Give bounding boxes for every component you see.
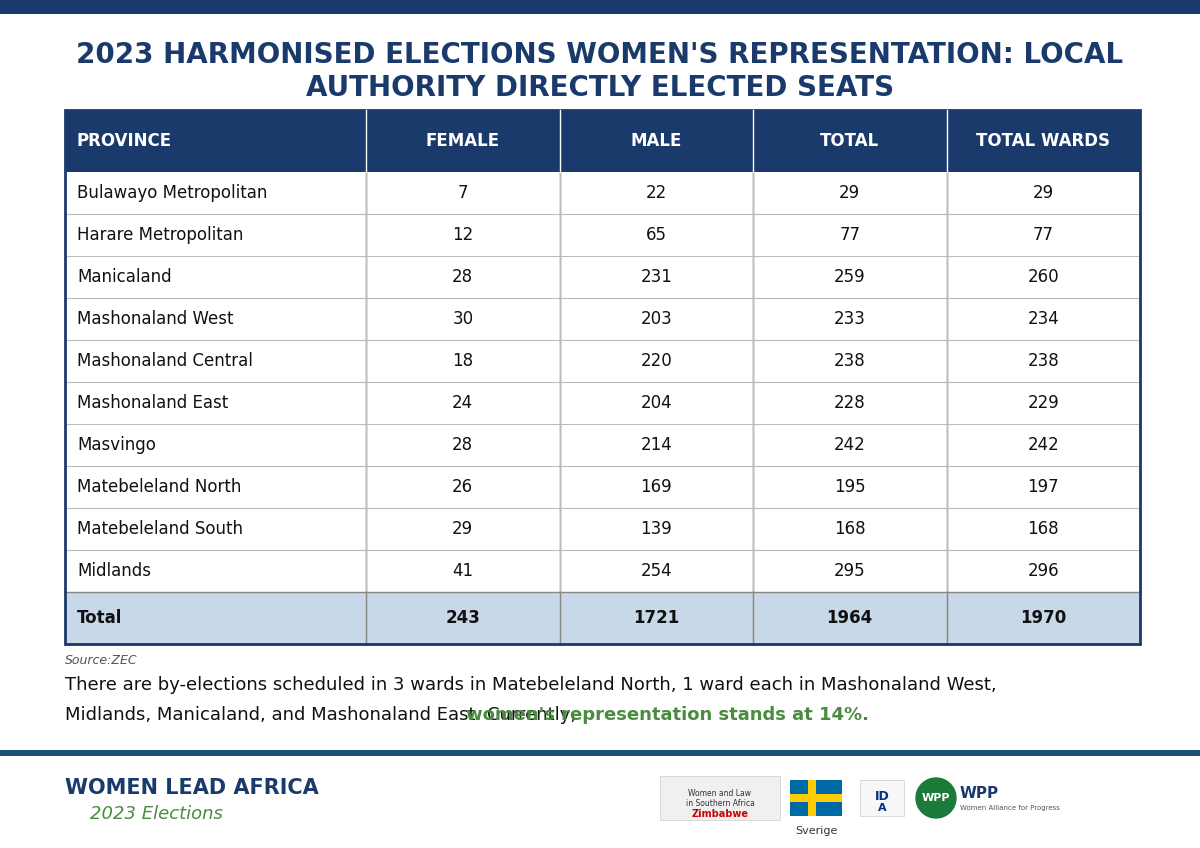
Text: 22: 22: [646, 184, 667, 202]
Bar: [65, 508, 1140, 550]
Text: ID: ID: [875, 789, 889, 802]
Text: Mashonaland Central: Mashonaland Central: [77, 352, 253, 370]
Text: Harare Metropolitan: Harare Metropolitan: [77, 226, 244, 244]
Text: 204: 204: [641, 394, 672, 412]
Bar: [65, 298, 1140, 340]
Text: 2023 Elections: 2023 Elections: [90, 805, 223, 823]
Bar: [65, 110, 1140, 644]
Text: 65: 65: [646, 226, 667, 244]
Text: WPP: WPP: [960, 786, 1000, 801]
Text: 233: 233: [834, 310, 865, 328]
Text: WPP: WPP: [922, 793, 950, 803]
Text: 229: 229: [1027, 394, 1060, 412]
Text: 220: 220: [641, 352, 672, 370]
Circle shape: [916, 778, 956, 818]
Text: 231: 231: [641, 268, 672, 286]
Text: 242: 242: [834, 436, 865, 454]
Bar: [65, 424, 1140, 466]
Text: women's representation stands at 14%.: women's representation stands at 14%.: [467, 706, 870, 724]
Bar: [65, 592, 1140, 644]
Text: AUTHORITY DIRECTLY ELECTED SEATS: AUTHORITY DIRECTLY ELECTED SEATS: [306, 74, 894, 102]
Text: Manicaland: Manicaland: [77, 268, 172, 286]
Text: Mashonaland West: Mashonaland West: [77, 310, 234, 328]
Text: WOMEN LEAD AFRICA: WOMEN LEAD AFRICA: [65, 778, 319, 798]
Text: 12: 12: [452, 226, 473, 244]
Text: 41: 41: [452, 562, 473, 580]
Text: 296: 296: [1027, 562, 1060, 580]
Text: 77: 77: [1033, 226, 1054, 244]
Text: 7: 7: [457, 184, 468, 202]
Text: Source:ZEC: Source:ZEC: [65, 654, 138, 667]
Text: 168: 168: [1027, 520, 1060, 538]
Text: FEMALE: FEMALE: [426, 132, 500, 150]
Text: 234: 234: [1027, 310, 1060, 328]
Text: 197: 197: [1027, 478, 1060, 496]
Text: 1970: 1970: [1020, 609, 1067, 627]
Text: 2023 HARMONISED ELECTIONS WOMEN'S REPRESENTATION: LOCAL: 2023 HARMONISED ELECTIONS WOMEN'S REPRES…: [77, 41, 1123, 69]
Bar: [65, 110, 1140, 172]
Text: 254: 254: [641, 562, 672, 580]
Text: 1964: 1964: [827, 609, 872, 627]
Text: 242: 242: [1027, 436, 1060, 454]
Bar: [65, 172, 1140, 214]
Text: 30: 30: [452, 310, 473, 328]
Text: 295: 295: [834, 562, 865, 580]
Bar: [0, 750, 1200, 756]
Text: Masvingo: Masvingo: [77, 436, 156, 454]
Text: There are by-elections scheduled in 3 wards in Matebeleland North, 1 ward each i: There are by-elections scheduled in 3 wa…: [65, 676, 997, 694]
Text: TOTAL: TOTAL: [820, 132, 880, 150]
Text: 214: 214: [641, 436, 672, 454]
Text: 238: 238: [1027, 352, 1060, 370]
Text: 195: 195: [834, 478, 865, 496]
Bar: [65, 256, 1140, 298]
Text: Midlands: Midlands: [77, 562, 151, 580]
Text: 26: 26: [452, 478, 473, 496]
Text: 28: 28: [452, 436, 473, 454]
Text: 203: 203: [641, 310, 672, 328]
Text: 29: 29: [839, 184, 860, 202]
Bar: [65, 550, 1140, 592]
Text: 169: 169: [641, 478, 672, 496]
Text: Matebeleland North: Matebeleland North: [77, 478, 241, 496]
Text: A: A: [877, 803, 887, 813]
Text: 168: 168: [834, 520, 865, 538]
Text: Midlands, Manicaland, and Mashonaland East. Currently,: Midlands, Manicaland, and Mashonaland Ea…: [65, 706, 582, 724]
Text: Women Alliance for Progress: Women Alliance for Progress: [960, 805, 1060, 811]
Text: MALE: MALE: [630, 132, 682, 150]
Bar: [808, 780, 816, 816]
Text: 29: 29: [452, 520, 473, 538]
Bar: [65, 466, 1140, 508]
Text: Bulawayo Metropolitan: Bulawayo Metropolitan: [77, 184, 268, 202]
Text: 243: 243: [445, 609, 480, 627]
Text: 139: 139: [641, 520, 672, 538]
Text: in Southern Africa: in Southern Africa: [685, 799, 755, 807]
Text: 228: 228: [834, 394, 865, 412]
Text: PROVINCE: PROVINCE: [77, 132, 172, 150]
Text: TOTAL WARDS: TOTAL WARDS: [977, 132, 1110, 150]
Bar: [790, 780, 842, 816]
Text: 18: 18: [452, 352, 473, 370]
Text: 24: 24: [452, 394, 473, 412]
Text: Women and Law: Women and Law: [689, 789, 751, 797]
Text: 77: 77: [839, 226, 860, 244]
Text: 238: 238: [834, 352, 865, 370]
Text: Sverige: Sverige: [794, 826, 838, 836]
Text: Total: Total: [77, 609, 122, 627]
Text: Matebeleland South: Matebeleland South: [77, 520, 242, 538]
Bar: [65, 340, 1140, 382]
Bar: [860, 780, 904, 816]
Text: 260: 260: [1027, 268, 1060, 286]
Text: Mashonaland East: Mashonaland East: [77, 394, 228, 412]
Text: Zimbabwe: Zimbabwe: [691, 809, 749, 819]
Bar: [790, 794, 842, 802]
Bar: [660, 776, 780, 820]
Text: 29: 29: [1033, 184, 1054, 202]
Text: 259: 259: [834, 268, 865, 286]
Bar: [65, 214, 1140, 256]
Bar: [0, 0, 1200, 14]
Text: 1721: 1721: [634, 609, 679, 627]
Bar: [65, 382, 1140, 424]
Text: 28: 28: [452, 268, 473, 286]
